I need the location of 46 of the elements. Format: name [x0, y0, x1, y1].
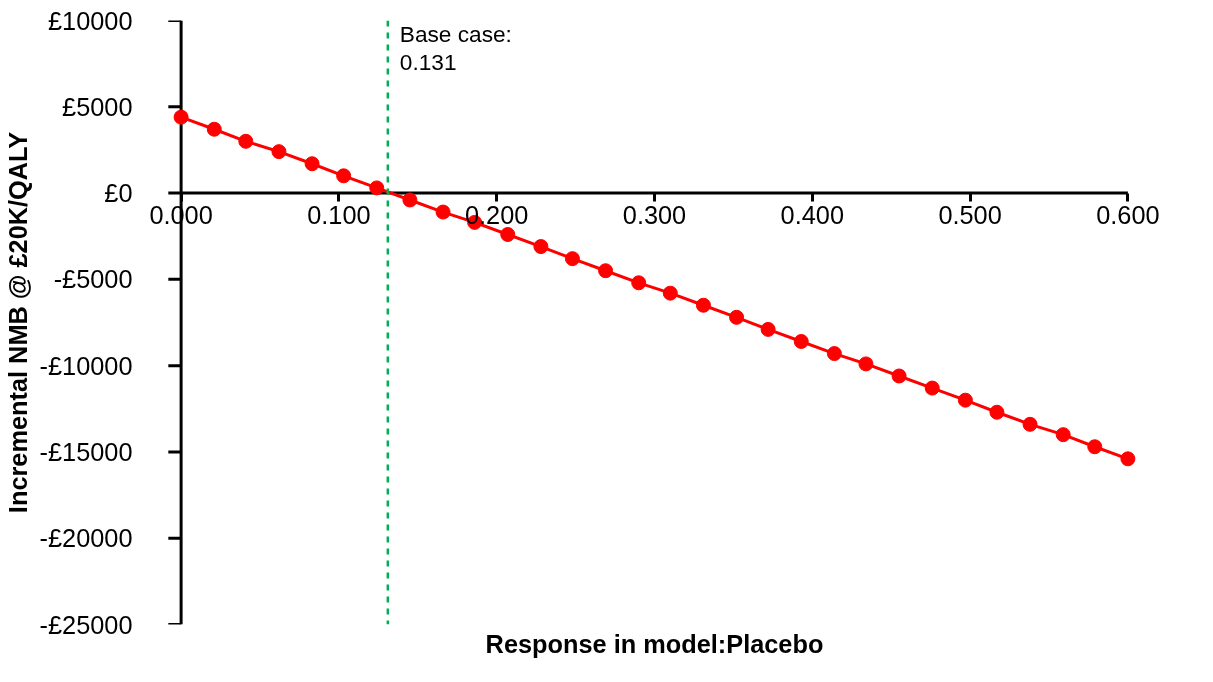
point	[924, 380, 940, 396]
point	[271, 144, 287, 160]
point	[858, 356, 874, 372]
point	[173, 109, 189, 125]
point	[369, 180, 385, 196]
y-tick-label: £5000	[62, 92, 133, 121]
y-tick-label: £10000	[47, 6, 133, 35]
point	[631, 275, 647, 291]
x-tick-label: 0.200	[465, 201, 529, 230]
x-tick-label: 0.500	[938, 201, 1002, 230]
y-tick-label: -£25000	[39, 610, 133, 639]
ref-line-label: Base case: 0.131	[399, 20, 512, 76]
point	[662, 285, 678, 301]
point	[435, 204, 451, 220]
point	[793, 334, 809, 349]
point	[402, 192, 418, 208]
point	[238, 133, 254, 149]
point	[1055, 427, 1071, 443]
point	[695, 297, 711, 313]
point	[598, 263, 614, 279]
point	[304, 156, 320, 172]
point	[564, 251, 580, 267]
y-tick-label: -£10000	[39, 351, 133, 380]
point	[989, 404, 1005, 420]
x-tick-label: 0.100	[307, 201, 371, 230]
point	[826, 346, 842, 362]
point	[1120, 451, 1136, 467]
x-tick-label: 0.600	[1096, 201, 1160, 230]
x-axis-title: Response in model:Placebo	[485, 629, 824, 658]
point	[206, 121, 222, 137]
x-tick-label: 0.300	[622, 201, 687, 230]
y-tick-label: £0	[104, 179, 133, 208]
point	[957, 392, 973, 408]
point	[760, 321, 776, 337]
point	[336, 168, 352, 184]
point	[1087, 439, 1103, 455]
point	[1022, 416, 1038, 432]
y-tick-label: -£20000	[39, 524, 133, 553]
y-tick-label: -£15000	[39, 437, 133, 466]
y-axis-title: Incremental NMB @ £20K/QALY	[3, 131, 32, 514]
point	[729, 309, 745, 325]
y-tick-label: -£5000	[53, 265, 133, 294]
point	[891, 368, 907, 384]
point	[500, 227, 516, 242]
point	[533, 239, 549, 255]
x-tick-label: 0.400	[780, 201, 844, 230]
